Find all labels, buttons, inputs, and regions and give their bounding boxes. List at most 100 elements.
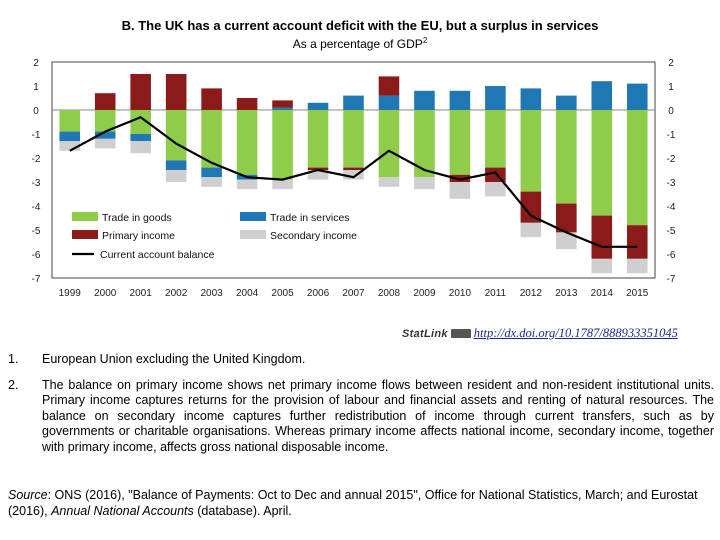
notes: 1. European Union excluding the United K… [8, 352, 714, 465]
legend-label-current-account-balance: Current account balance [100, 249, 215, 261]
bar-secondary-income-2000 [94, 138, 116, 149]
x-tick-label: 2015 [626, 288, 649, 299]
bar-trade-in-services-2012 [520, 88, 542, 110]
x-tick-label: 2006 [307, 288, 330, 299]
statlink: StatLink http://dx.doi.org/10.1787/888933… [402, 326, 718, 344]
legend-swatch-primary-income [72, 230, 98, 239]
bar-trade-in-goods-2011 [485, 110, 506, 168]
y-tick-label-left: 1 [33, 82, 39, 93]
bar-secondary-income-2011 [485, 182, 506, 197]
y-tick-label-right: -4 [667, 202, 676, 213]
y-tick-label-left: -1 [32, 130, 41, 141]
source: Source: ONS (2016), "Balance of Payments… [8, 487, 714, 519]
legend-swatch-trade-in-goods [72, 212, 98, 221]
y-tick-label-left: -4 [32, 202, 41, 213]
bar-primary-income-2003 [201, 88, 222, 110]
bar-trade-in-goods-2014 [591, 110, 613, 216]
bar-secondary-income-2010 [449, 182, 471, 199]
chart-subtitle-footnote: 2 [423, 36, 428, 45]
bar-primary-income-2015 [626, 225, 648, 259]
bar-secondary-income-2014 [591, 258, 613, 274]
bar-trade-in-services-2006 [307, 102, 329, 110]
y-tick-label-right: -1 [667, 130, 676, 141]
bar-trade-in-services-2015 [626, 83, 648, 110]
x-tick-label: 2002 [165, 288, 188, 299]
bar-trade-in-goods-2001 [130, 110, 151, 134]
bar-trade-in-services-2002 [165, 160, 187, 170]
legend-label-secondary-income: Secondary income [270, 230, 357, 242]
source-italic: Annual National Accounts [51, 504, 194, 518]
bar-trade-in-services-2003 [201, 167, 222, 178]
bar-trade-in-goods-2007 [343, 110, 364, 168]
note-2: 2. The balance on primary income shows n… [8, 378, 714, 456]
bar-trade-in-goods-2015 [626, 110, 648, 226]
bar-primary-income-2008 [378, 76, 400, 96]
bar-trade-in-services-2008 [378, 95, 400, 110]
plot-area [51, 61, 656, 279]
x-tick-label: 2009 [413, 288, 436, 299]
x-tick-label: 2013 [555, 288, 578, 299]
bar-trade-in-goods-2010 [449, 110, 471, 175]
note-1: 1. European Union excluding the United K… [8, 352, 714, 368]
bar-secondary-income-2003 [201, 177, 222, 187]
bar-primary-income-2002 [165, 74, 187, 110]
statlink-url[interactable]: http://dx.doi.org/10.1787/888933351045 [473, 326, 678, 340]
bar-primary-income-2005 [272, 100, 293, 108]
x-tick-label: 2011 [485, 288, 507, 299]
bar-trade-in-goods-2009 [414, 110, 435, 178]
y-tick-label-left: 0 [33, 106, 39, 117]
x-tick-label: 2014 [591, 288, 614, 299]
y-tick-label-right: 0 [668, 106, 674, 117]
bar-primary-income-2004 [236, 98, 258, 110]
bar-trade-in-services-2013 [556, 95, 577, 110]
source-label: Source [8, 488, 48, 502]
bar-trade-in-goods-2005 [272, 110, 293, 180]
y-tick-label-left: -7 [32, 274, 41, 285]
bar-trade-in-services-2014 [591, 81, 613, 110]
bar-trade-in-services-2011 [485, 86, 506, 110]
y-tick-label-right: -5 [667, 226, 676, 237]
bar-trade-in-services-2001 [130, 134, 151, 142]
legend-label-primary-income: Primary income [102, 230, 175, 242]
x-tick-label: 2003 [200, 288, 223, 299]
x-tick-label: 2005 [271, 288, 294, 299]
bar-trade-in-goods-2008 [378, 110, 400, 178]
bar-trade-in-services-2009 [414, 90, 435, 110]
bar-trade-in-services-2005 [272, 107, 293, 110]
legend-label-trade-in-goods: Trade in goods [102, 212, 172, 224]
bar-primary-income-2014 [591, 215, 613, 259]
bar-trade-in-goods-2002 [165, 110, 187, 161]
bar-trade-in-goods-1999 [59, 110, 81, 132]
y-tick-label-right: -3 [667, 178, 676, 189]
bar-secondary-income-2006 [307, 170, 329, 180]
bar-secondary-income-2008 [378, 177, 400, 187]
x-tick-label: 2004 [236, 288, 259, 299]
y-tick-label-left: -2 [32, 154, 41, 165]
statlink-label: StatLink [402, 328, 448, 340]
bar-secondary-income-2004 [236, 179, 258, 190]
y-tick-label-left: -5 [32, 226, 41, 237]
statlink-logo-icon [450, 329, 471, 339]
bar-secondary-income-2001 [130, 141, 151, 154]
bar-primary-income-2012 [520, 191, 542, 223]
bar-primary-income-2013 [556, 203, 577, 233]
source-tail: (database). April. [193, 504, 292, 518]
y-tick-label-right: 2 [668, 58, 674, 69]
bar-trade-in-services-2010 [449, 90, 471, 110]
bar-trade-in-goods-2004 [236, 110, 258, 175]
bar-secondary-income-2009 [414, 177, 435, 190]
bar-primary-income-2001 [130, 74, 151, 110]
bar-trade-in-services-2000 [94, 131, 116, 139]
bar-trade-in-services-2007 [343, 95, 364, 110]
bar-trade-in-services-1999 [59, 131, 81, 142]
y-tick-label-right: -6 [667, 250, 676, 261]
y-tick-label-right: -7 [667, 274, 676, 285]
chart-subtitle: As a percentage of GDP2 [293, 36, 428, 51]
note-number: 1. [8, 352, 19, 366]
chart: B. The UK has a current account deficit … [32, 18, 676, 299]
note-text: European Union excluding the United King… [42, 352, 306, 366]
x-tick-label: 2010 [449, 288, 472, 299]
bar-trade-in-goods-2012 [520, 110, 542, 192]
bar-secondary-income-2005 [272, 179, 293, 190]
x-tick-label: 2012 [520, 288, 543, 299]
